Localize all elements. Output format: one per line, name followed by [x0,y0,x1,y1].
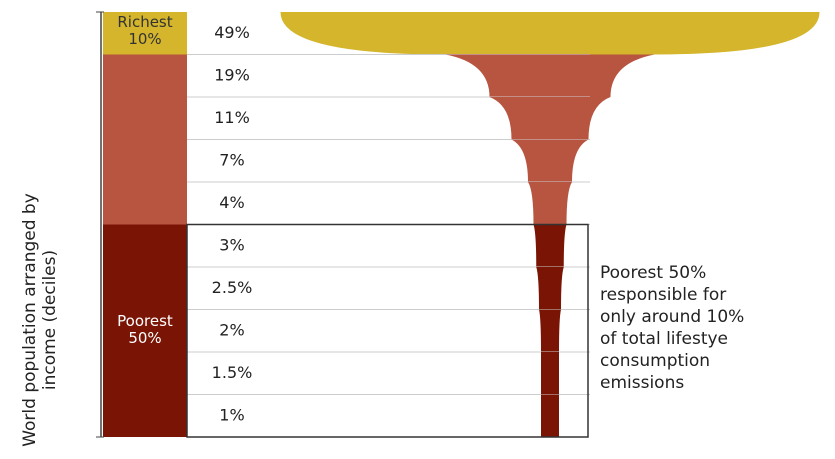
value-label: 11% [214,108,250,127]
decile-block [103,139,187,182]
funnel-segment [536,267,564,310]
decile-block [103,12,187,55]
decile-block [103,97,187,140]
funnel-segment [511,139,589,182]
funnel-segment [541,352,559,395]
value-label: 2% [219,320,244,339]
funnel-segment [539,309,561,352]
value-label: 7% [219,150,244,169]
group-label: Poorest 50% [117,312,173,347]
funnel-segment [445,54,655,97]
funnel-segment [533,224,567,267]
y-axis-label: World population arranged by income (dec… [20,193,60,447]
group-label: Richest 10% [117,13,173,48]
decile-block [103,182,187,225]
value-label: 3% [219,235,244,254]
poorest-box [186,223,589,438]
funnel-segment [541,394,559,437]
annotation: Poorest 50% responsible for only around … [600,263,745,393]
funnel-segment [280,12,820,55]
decile-block [103,224,187,267]
value-label: 1.5% [212,363,253,382]
value-label: 4% [219,193,244,212]
decile-block [103,309,187,352]
funnel-segment [489,97,611,140]
value-label: 49% [214,23,250,42]
decile-block [103,267,187,310]
decile-block [103,54,187,97]
decile-block [103,394,187,437]
value-label: 2.5% [212,278,253,297]
decile-block [103,352,187,395]
value-label: 1% [219,405,244,424]
funnel-segment [528,182,572,225]
value-label: 19% [214,65,250,84]
